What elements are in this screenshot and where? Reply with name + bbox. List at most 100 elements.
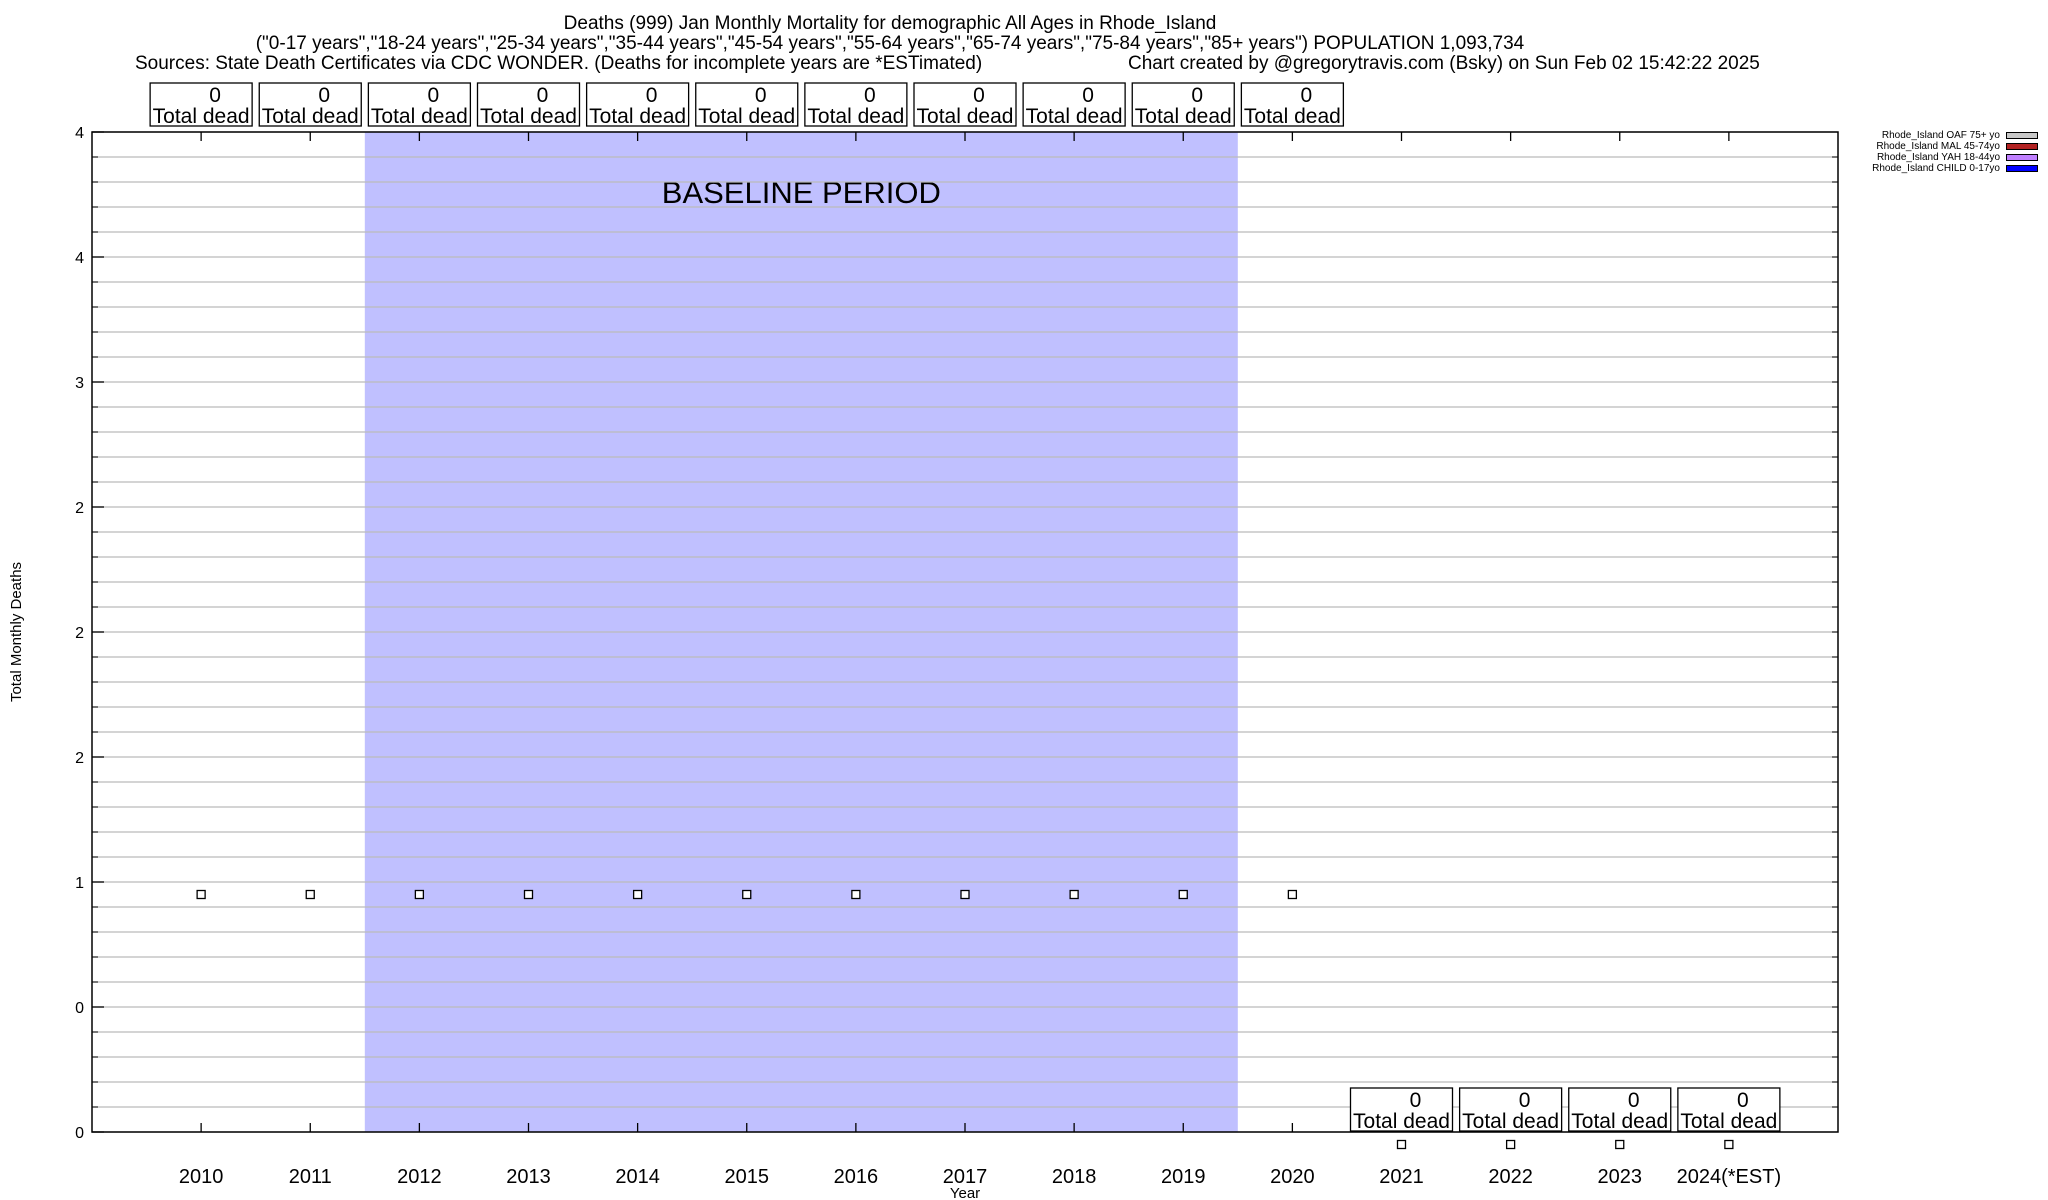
- total-dead-label: Total dead: [153, 105, 250, 128]
- data-point: [960, 889, 970, 900]
- total-dead-box: [804, 82, 908, 127]
- total-dead-label: Total dead: [1135, 105, 1232, 128]
- total-dead-box: [585, 82, 690, 127]
- total-dead-value: 0: [973, 84, 985, 107]
- chart-sources: Sources: State Death Certificates via CD…: [135, 53, 983, 74]
- total-dead-box: [1458, 1087, 1563, 1132]
- x-tick-label: 2024(*EST): [1677, 1166, 1782, 1188]
- legend-swatch: [2006, 154, 2038, 161]
- data-point: [305, 889, 315, 900]
- total-dead-label: Total dead: [1244, 105, 1341, 128]
- total-dead-value: 0: [318, 84, 330, 107]
- x-tick-label: 2022: [1488, 1166, 1533, 1188]
- y-tick-label: 0: [75, 1000, 84, 1017]
- data-point: [1724, 1139, 1734, 1150]
- legend-item: Rhode_Island OAF 75+ yo: [1872, 130, 2038, 141]
- chart-subtitle: ("0-17 years","18-24 years","25-34 years…: [255, 33, 1525, 54]
- legend-item: Rhode_Island MAL 45-74yo: [1872, 141, 2038, 152]
- data-point: [632, 889, 643, 900]
- legend-label: Rhode_Island CHILD 0-17yo: [1872, 163, 2000, 174]
- total-dead-value: 0: [428, 84, 440, 107]
- y-tick-label: 0: [75, 1125, 84, 1142]
- legend-swatch: [2006, 132, 2038, 139]
- x-tick-label: 2018: [1052, 1166, 1097, 1188]
- x-tick-label: 2013: [506, 1166, 551, 1188]
- x-tick-label: 2019: [1161, 1166, 1206, 1188]
- total-dead-box: [913, 82, 1017, 127]
- total-dead-value: 0: [646, 84, 658, 107]
- chart-credit: Chart created by @gregorytravis.com (Bsk…: [1128, 53, 1760, 74]
- total-dead-label: Total dead: [262, 105, 359, 128]
- y-tick-label: 3: [75, 375, 84, 392]
- baseline-label: BASELINE PERIOD: [662, 175, 941, 210]
- y-tick-label: 4: [75, 250, 84, 267]
- total-dead-box: [1568, 1087, 1672, 1132]
- legend-label: Rhode_Island YAH 18-44yo: [1876, 152, 2000, 163]
- total-dead-box: [258, 82, 362, 127]
- total-dead-value: 0: [1301, 84, 1313, 107]
- y-tick-label: 4: [75, 125, 84, 142]
- total-dead-value: 0: [1082, 84, 1094, 107]
- x-tick-label: 2021: [1379, 1166, 1424, 1188]
- legend-label: Rhode_Island MAL 45-74yo: [1876, 141, 2000, 152]
- total-dead-label: Total dead: [589, 105, 686, 128]
- total-dead-value: 0: [1410, 1089, 1422, 1112]
- y-tick-label: 1: [75, 875, 84, 892]
- data-point: [196, 889, 206, 900]
- total-dead-value: 0: [1737, 1089, 1749, 1112]
- x-tick-label: 2017: [943, 1166, 988, 1188]
- data-point: [742, 889, 752, 900]
- total-dead-box: [1677, 1087, 1781, 1132]
- data-point: [1069, 889, 1079, 900]
- total-dead-value: 0: [1191, 84, 1203, 107]
- total-dead-box: [367, 82, 472, 127]
- y-axis-label: Total Monthly Deaths: [8, 562, 25, 702]
- total-dead-label: Total dead: [1571, 1110, 1668, 1133]
- data-point: [1396, 1139, 1407, 1150]
- total-dead-value: 0: [537, 84, 549, 107]
- legend-label: Rhode_Island OAF 75+ yo: [1881, 130, 2000, 141]
- x-tick-label: 2012: [397, 1166, 442, 1188]
- x-tick-label: 2011: [289, 1166, 332, 1188]
- total-dead-label: Total dead: [480, 105, 577, 128]
- x-tick-label: 2016: [834, 1166, 879, 1188]
- x-tick-label: 2010: [179, 1166, 224, 1188]
- total-dead-box: [1022, 82, 1126, 127]
- total-dead-box: [1349, 1087, 1454, 1132]
- total-dead-label: Total dead: [917, 105, 1014, 128]
- total-dead-value: 0: [755, 84, 767, 107]
- legend-swatch: [2006, 165, 2038, 172]
- data-point: [1615, 1139, 1625, 1150]
- data-point: [1505, 1139, 1516, 1150]
- x-axis-label: Year: [950, 1185, 980, 1200]
- total-dead-box: [149, 82, 253, 127]
- total-dead-value: 0: [209, 84, 221, 107]
- total-dead-value: 0: [864, 84, 876, 107]
- data-point: [1287, 889, 1298, 900]
- data-point: [1178, 889, 1188, 900]
- total-dead-value: 0: [1519, 1089, 1531, 1112]
- legend: Rhode_Island OAF 75+ yo Rhode_Island MAL …: [1872, 130, 2038, 174]
- y-tick-label: 2: [75, 500, 84, 517]
- legend-item: Rhode_Island CHILD 0-17yo: [1872, 163, 2038, 174]
- total-dead-box: [695, 82, 799, 127]
- data-point: [851, 889, 861, 900]
- total-dead-label: Total dead: [371, 105, 468, 128]
- total-dead-label: Total dead: [807, 105, 904, 128]
- total-dead-value: 0: [1628, 1089, 1640, 1112]
- x-tick-label: 2023: [1598, 1166, 1643, 1188]
- total-dead-box: [476, 82, 581, 127]
- total-dead-label: Total dead: [1462, 1110, 1559, 1133]
- total-dead-label: Total dead: [1026, 105, 1123, 128]
- legend-swatch: [2006, 143, 2038, 150]
- total-dead-label: Total dead: [1680, 1110, 1777, 1133]
- x-tick-label: 2015: [725, 1166, 770, 1188]
- y-tick-label: 2: [75, 750, 84, 767]
- total-dead-box: [1240, 82, 1345, 127]
- y-tick-label: 2: [75, 625, 84, 642]
- x-tick-label: 2014: [615, 1166, 660, 1188]
- total-dead-label: Total dead: [698, 105, 795, 128]
- data-point: [414, 889, 425, 900]
- total-dead-label: Total dead: [1353, 1110, 1450, 1133]
